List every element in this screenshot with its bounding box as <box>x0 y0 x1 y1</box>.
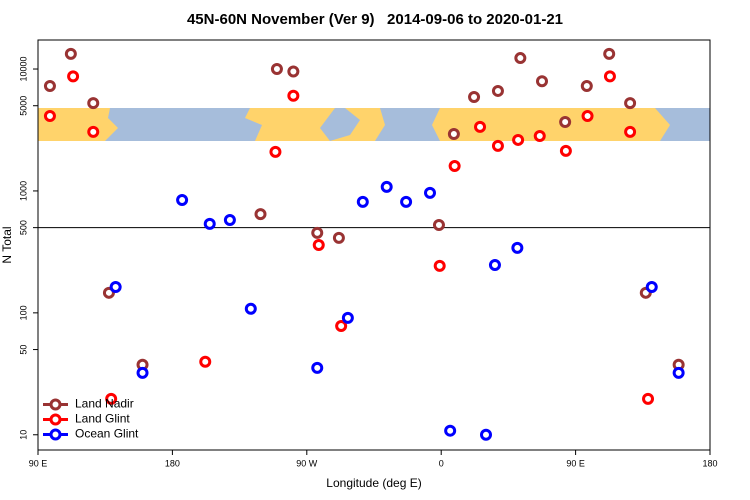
point <box>514 52 527 65</box>
point <box>424 186 436 199</box>
point <box>468 91 481 104</box>
x-tick-label: 0 <box>439 458 444 468</box>
x-tick-label: 180 <box>702 458 717 468</box>
plot-frame <box>37 39 711 451</box>
point <box>380 180 393 193</box>
point <box>444 424 457 437</box>
y-axis-label: N Total <box>0 226 14 263</box>
point <box>254 208 267 221</box>
point <box>287 65 300 78</box>
x-tick-label: 180 <box>165 458 180 468</box>
point <box>43 109 56 122</box>
point <box>642 392 655 405</box>
point <box>332 231 345 244</box>
point <box>64 47 77 60</box>
point <box>603 70 616 83</box>
point <box>488 258 501 271</box>
point <box>105 392 118 405</box>
y-tick-label: 1000 <box>18 181 28 201</box>
point <box>270 63 283 76</box>
point <box>199 355 212 368</box>
point <box>203 217 216 230</box>
point <box>287 89 300 102</box>
point <box>533 130 546 143</box>
point <box>244 302 257 315</box>
point <box>311 226 324 239</box>
point <box>433 259 446 272</box>
point <box>356 195 369 208</box>
y-tick-label: 5000 <box>18 96 28 116</box>
point <box>559 144 572 157</box>
y-tick-label: 10000 <box>18 57 28 82</box>
point <box>87 97 100 110</box>
legend-marker <box>49 398 62 411</box>
point <box>311 361 324 374</box>
point <box>432 219 445 232</box>
y-tick-label: 500 <box>18 220 28 235</box>
y-tick-label: 50 <box>18 345 28 355</box>
x-tick-label: 90 W <box>296 458 318 468</box>
legend-label: Land Nadir <box>75 397 134 411</box>
point <box>223 213 236 226</box>
point <box>559 115 572 128</box>
map-strip <box>38 108 710 141</box>
y-tick-label: 100 <box>18 305 28 320</box>
point <box>581 109 594 122</box>
point <box>624 125 637 138</box>
point <box>512 133 525 146</box>
point <box>269 145 282 158</box>
point <box>312 239 325 252</box>
point <box>67 70 80 83</box>
point <box>603 47 616 60</box>
legend-marker <box>49 413 62 426</box>
legend-label: Land Glint <box>75 412 130 426</box>
point <box>491 84 504 97</box>
point <box>580 80 593 93</box>
point <box>448 160 461 173</box>
point <box>176 193 189 206</box>
point <box>536 75 548 88</box>
point <box>447 128 460 141</box>
point <box>87 125 100 138</box>
point <box>43 80 56 93</box>
point <box>511 241 524 254</box>
chart-title: 45N-60N November (Ver 9) 2014-09-06 to 2… <box>187 11 563 28</box>
point <box>645 280 658 293</box>
x-tick-label: 90 E <box>29 458 48 468</box>
point <box>335 320 348 333</box>
point <box>136 366 149 379</box>
point <box>109 280 122 293</box>
point <box>480 428 492 441</box>
legend-marker <box>49 428 62 441</box>
point <box>341 311 354 324</box>
point <box>672 366 685 379</box>
point <box>400 195 413 208</box>
point <box>624 97 637 110</box>
point <box>474 120 487 133</box>
legend-label: Ocean Glint <box>75 427 139 441</box>
point <box>491 139 504 152</box>
x-tick-label: 90 E <box>566 458 585 468</box>
y-tick-label: 10 <box>18 430 28 440</box>
x-axis-label: Longitude (deg E) <box>326 476 421 490</box>
